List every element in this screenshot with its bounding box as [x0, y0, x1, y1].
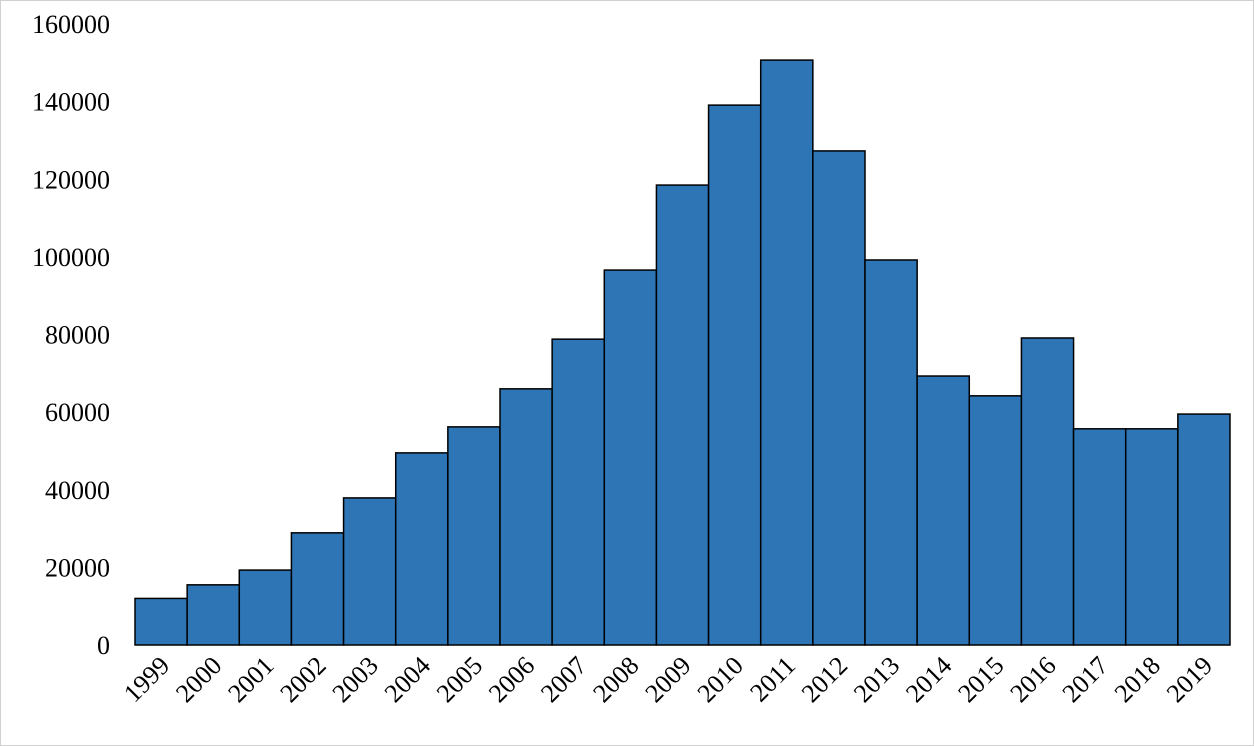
y-tick-label: 120000: [32, 165, 110, 194]
bar: [1020, 337, 1075, 646]
bar: [290, 532, 345, 646]
bar: [551, 338, 606, 646]
bar: [603, 269, 658, 646]
y-tick-label: 40000: [45, 476, 110, 505]
y-tick-label: 140000: [32, 88, 110, 117]
bar: [812, 150, 866, 646]
y-tick-label: 80000: [45, 321, 110, 350]
bar: [1177, 413, 1231, 646]
bar: [916, 375, 971, 646]
bar: [1124, 428, 1179, 646]
y-tick-label: 20000: [45, 553, 110, 582]
y-tick-label: 160000: [32, 10, 110, 39]
bar: [342, 497, 397, 646]
bar: [1072, 428, 1127, 646]
bar: [447, 426, 501, 646]
bar: [238, 569, 293, 646]
bar: [864, 259, 918, 646]
bar: [499, 388, 553, 646]
bar: [707, 104, 762, 646]
bar: [968, 395, 1023, 646]
bar: [134, 597, 188, 646]
bar: [186, 584, 241, 646]
y-tick-label: 100000: [32, 243, 110, 272]
y-tick-label: 60000: [45, 398, 110, 427]
bar: [759, 59, 814, 646]
bar: [394, 452, 449, 646]
bar: [655, 184, 710, 646]
y-tick-label: 0: [97, 631, 110, 660]
